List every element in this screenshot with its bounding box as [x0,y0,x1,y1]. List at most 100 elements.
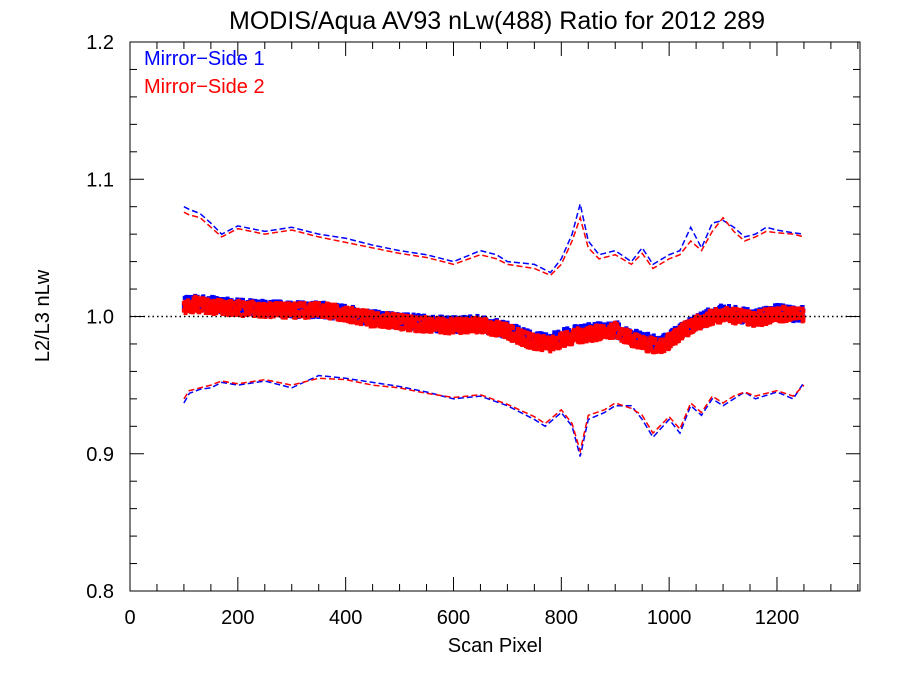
data-point [740,317,745,322]
data-point [718,303,723,308]
data-point [623,339,628,344]
data-point [489,327,494,332]
data-point [369,323,374,328]
data-point [778,303,783,308]
data-point [192,308,197,313]
data-point [474,315,479,320]
data-point [457,324,462,329]
data-point [797,306,802,311]
data-point [240,297,245,302]
data-point [726,308,731,313]
data-point [525,328,530,333]
data-point [395,323,400,328]
data-point [416,313,421,318]
data-point [625,327,630,332]
data-point [247,312,252,317]
data-point [218,298,223,303]
data-point [511,338,516,343]
data-point [293,307,298,312]
data-point [511,326,516,331]
data-point [548,349,553,354]
data-point [199,308,204,313]
data-point [208,310,213,315]
y-tick-label: 0.9 [86,444,114,466]
data-point [266,305,271,310]
data-point [474,330,479,335]
data-point [608,326,613,331]
data-point [294,302,299,307]
data-point [484,317,489,322]
data-point [298,314,303,319]
data-point [744,315,749,320]
data-point [710,321,715,326]
data-point [801,318,806,323]
data-point [738,319,743,324]
data-point [452,320,457,325]
data-point [478,325,483,330]
data-point [384,319,389,324]
data-point [333,311,338,316]
data-point [209,302,214,307]
data-point [460,329,465,334]
x-axis-label: Scan Pixel [448,635,543,657]
data-point [586,337,591,342]
data-point [394,325,399,330]
data-point [325,305,330,310]
data-point [479,318,484,323]
data-point [698,326,703,331]
data-point [409,314,414,319]
data-point [373,320,378,325]
data-point [191,298,196,303]
data-point [570,341,575,346]
data-point [418,321,423,326]
data-point [714,307,719,312]
data-point [637,334,642,339]
data-point [538,340,543,345]
data-point [638,331,643,336]
data-point [408,328,413,333]
data-point [412,318,417,323]
data-point [330,306,335,311]
data-point [507,329,512,334]
data-point [219,302,224,307]
data-point [657,347,662,352]
data-point [430,316,435,321]
data-point [451,330,456,335]
data-point [402,326,407,331]
data-point [202,302,207,307]
data-point [521,335,526,340]
data-point [312,300,317,305]
data-point [502,335,507,340]
data-point [464,318,469,323]
data-point [729,317,734,322]
data-point [726,304,731,309]
data-point [334,304,339,309]
data-point [372,324,377,329]
data-point [745,312,750,317]
data-point [611,335,616,340]
data-point [403,318,408,323]
data-point [705,319,710,324]
data-point [512,329,517,334]
data-point [667,346,672,351]
data-point [392,317,397,322]
data-point [765,320,770,325]
data-point [722,304,727,309]
data-point [260,304,265,309]
data-point [469,323,474,328]
data-point [582,334,587,339]
data-point [676,331,681,336]
data-point [485,327,490,332]
data-point [341,315,346,320]
data-point [364,308,369,313]
legend: Mirror−Side 1 Mirror−Side 2 [144,48,265,98]
data-point [237,306,242,311]
data-point [739,314,744,319]
data-point [354,321,359,326]
data-point [595,321,600,326]
data-point [797,318,802,323]
data-point [302,301,307,306]
data-point [253,312,258,317]
data-point [396,320,401,325]
data-point [524,337,529,342]
